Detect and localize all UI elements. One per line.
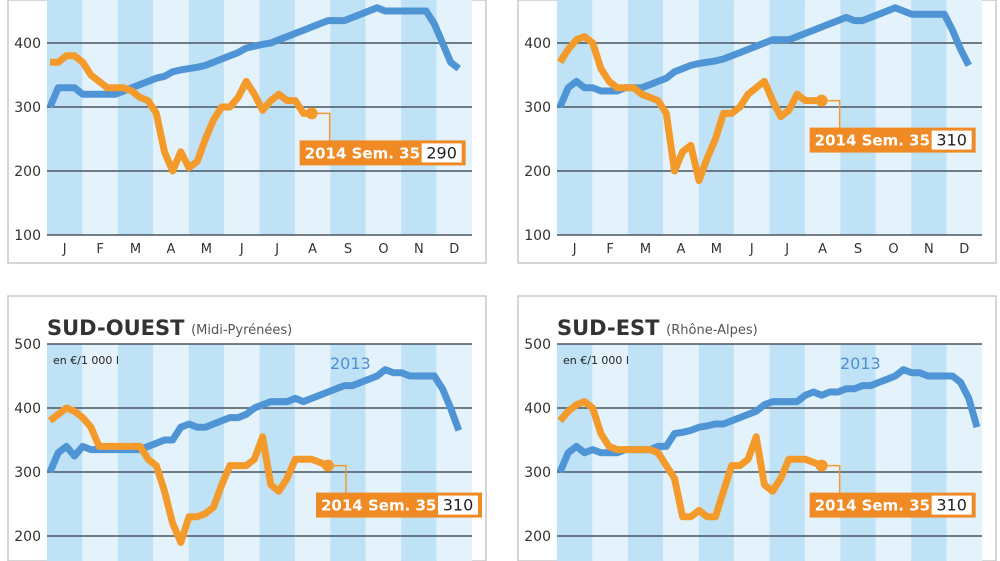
unit-label: en €/1 000 l	[53, 354, 119, 367]
month-stripe	[47, 0, 83, 235]
callout-value-box	[438, 495, 478, 515]
chart-title: SUD-EST	[557, 316, 660, 340]
x-tick-label: S	[854, 242, 862, 257]
y-tick-label: 400	[14, 401, 41, 417]
chart-panel-bottom-left: 200 300 400 500 SUD-OUEST (Midi-Pyrénées) en €…	[7, 295, 487, 561]
x-tick-label: A	[818, 242, 827, 257]
chart-subtitle: (Rhône-Alpes)	[666, 323, 758, 338]
chart-panel-top-right: J F M A M J J A S O N D 100 200 300 400 2014 Sem. 35 310	[517, 0, 997, 264]
y-tick-label: 400	[524, 36, 551, 52]
x-tick-label: J	[749, 242, 754, 257]
x-tick-label: A	[677, 242, 686, 257]
month-stripe	[769, 344, 805, 561]
x-tick-label: D	[449, 242, 459, 257]
month-stripe	[592, 0, 628, 235]
callout-value-box	[931, 495, 972, 515]
month-stripe	[365, 0, 402, 235]
callout-label: 2014 Sem. 35	[815, 132, 930, 150]
callout-label: 2014 Sem. 35	[815, 497, 930, 515]
month-stripe	[804, 344, 841, 561]
y-tick-label: 500	[14, 337, 41, 353]
callout-label: 2014 Sem. 35	[321, 497, 436, 515]
month-stripe	[840, 344, 876, 561]
x-tick-label: D	[959, 242, 969, 257]
y-tick-label: 300	[14, 100, 41, 116]
y-tick-label: 300	[14, 465, 41, 481]
callout-value-box	[421, 143, 462, 163]
y-tick-label: 100	[524, 228, 551, 244]
x-tick-label: N	[414, 242, 424, 257]
y-tick-label: 200	[524, 529, 551, 545]
x-tick-label: J	[62, 242, 67, 257]
x-tick-label: O	[378, 242, 388, 257]
x-tick-label: M	[711, 242, 722, 257]
x-tick-label: N	[924, 242, 934, 257]
unit-label: en €/1 000 l	[563, 354, 629, 367]
x-tick-label: M	[640, 242, 651, 257]
y-tick-label: 200	[14, 529, 41, 545]
series-label-2013: 2013	[330, 354, 371, 373]
callout-connector	[821, 99, 841, 128]
month-stripe	[330, 344, 366, 561]
y-tick-label: 300	[524, 465, 551, 481]
callout-value: 290	[426, 143, 457, 162]
callout-connector	[311, 112, 331, 141]
chart-panel-bottom-right: 200 300 400 500 SUD-EST (Rhône-Alpes) en €/1 0…	[517, 295, 997, 561]
callout-connector	[328, 464, 347, 493]
x-tick-label: J	[572, 242, 577, 257]
month-stripe	[698, 0, 735, 235]
callout-value: 310	[443, 496, 474, 515]
month-stripe	[840, 0, 876, 235]
month-stripe	[911, 0, 947, 235]
x-tick-label: M	[201, 242, 212, 257]
callout-value: 310	[936, 131, 967, 150]
chart-subtitle: (Midi-Pyrénées)	[191, 323, 292, 338]
x-tick-label: S	[344, 242, 352, 257]
month-stripe	[804, 0, 841, 235]
x-tick-label: J	[239, 242, 244, 257]
month-stripe	[698, 344, 735, 561]
month-stripe	[911, 344, 947, 561]
chart-panel-top-left: J F M A M J J A S O N D 100 200 300 400 2014 Sem. 35 290	[7, 0, 487, 264]
y-tick-label: 300	[524, 100, 551, 116]
y-tick-label: 400	[524, 401, 551, 417]
x-tick-label: J	[784, 242, 789, 257]
series-label-2013: 2013	[840, 354, 881, 373]
x-tick-label: F	[606, 242, 613, 257]
x-tick-label: F	[96, 242, 103, 257]
x-tick-label: M	[130, 242, 141, 257]
x-tick-label: O	[888, 242, 898, 257]
y-tick-label: 200	[524, 164, 551, 180]
callout-label: 2014 Sem. 35	[305, 144, 420, 162]
month-stripe	[224, 0, 260, 235]
callout-value: 310	[936, 496, 967, 515]
month-stripe	[627, 0, 664, 235]
callout-value-box	[931, 130, 972, 150]
x-tick-label: A	[308, 242, 317, 257]
month-stripe	[875, 0, 912, 235]
y-tick-label: 200	[14, 164, 41, 180]
month-stripe	[117, 0, 154, 235]
y-tick-label: 400	[14, 36, 41, 52]
month-stripe	[294, 344, 331, 561]
month-stripe	[401, 344, 437, 561]
month-stripe	[82, 0, 118, 235]
y-tick-label: 500	[524, 337, 551, 353]
month-stripe	[330, 0, 366, 235]
y-tick-label: 100	[14, 228, 41, 244]
month-stripe	[188, 344, 225, 561]
callout-connector	[821, 464, 841, 493]
month-stripe	[663, 344, 699, 561]
chart-title: SUD-OUEST	[47, 316, 185, 340]
month-stripe	[436, 344, 472, 561]
month-stripe	[401, 0, 437, 235]
x-tick-label: J	[274, 242, 279, 257]
x-tick-label: A	[167, 242, 176, 257]
month-stripe	[734, 0, 770, 235]
